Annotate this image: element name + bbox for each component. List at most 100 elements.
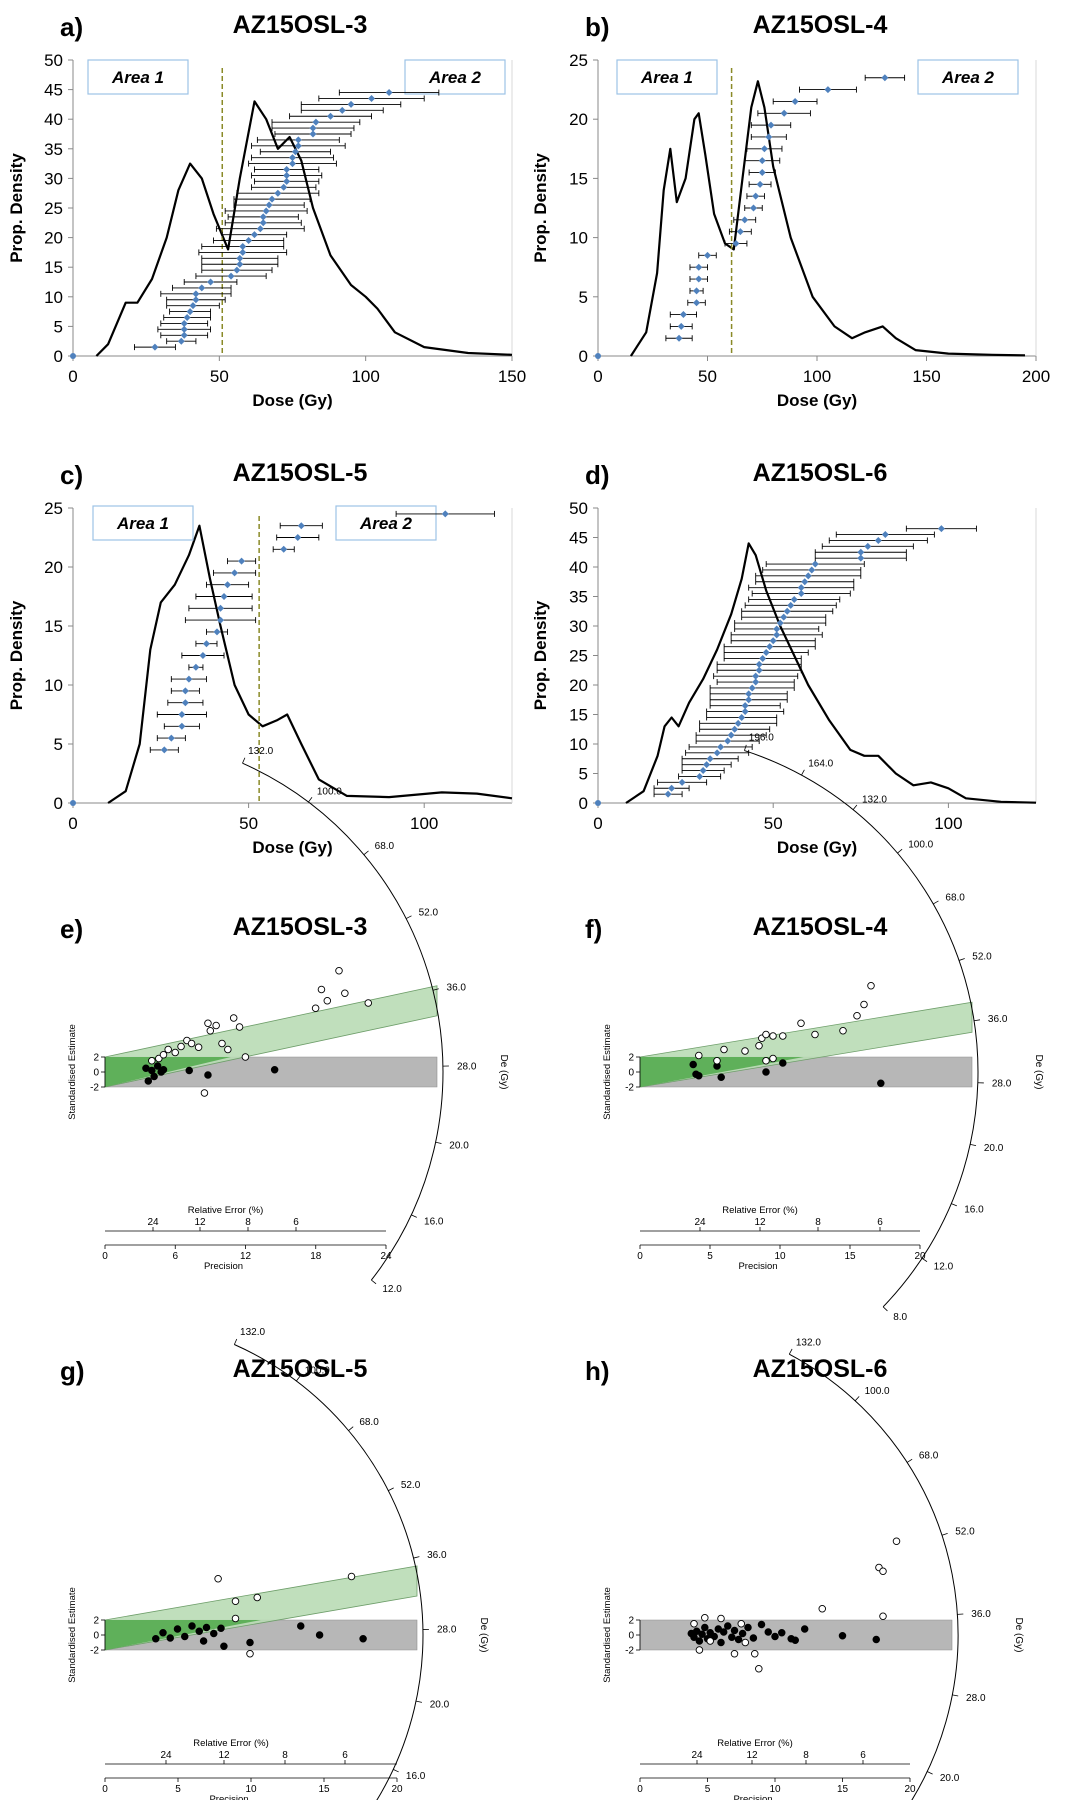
data-point bbox=[309, 124, 317, 132]
x-tick-label: 150 bbox=[498, 367, 526, 386]
open-point bbox=[159, 1050, 168, 1059]
y-tick-label: 15 bbox=[44, 617, 63, 636]
dose-arc bbox=[242, 762, 444, 1281]
open-point bbox=[818, 1604, 827, 1613]
precision-tick-label: 0 bbox=[102, 1251, 108, 1262]
precision-tick-label: 0 bbox=[637, 1784, 643, 1795]
open-point bbox=[755, 1664, 763, 1673]
arc-tick bbox=[974, 1019, 981, 1022]
arc-tick bbox=[393, 1769, 399, 1773]
x-tick-label: 100 bbox=[410, 814, 438, 833]
data-point bbox=[227, 272, 235, 280]
y-tick-label: 20 bbox=[569, 676, 588, 695]
x-tick-label: 100 bbox=[934, 814, 962, 833]
x-axis-label: Dose (Gy) bbox=[252, 391, 332, 410]
filled-point bbox=[217, 1624, 225, 1632]
arc-tick-label: 68.0 bbox=[945, 892, 965, 903]
data-point bbox=[724, 737, 732, 745]
open-point bbox=[853, 1012, 861, 1020]
filled-point bbox=[728, 1633, 736, 1641]
data-point bbox=[183, 314, 191, 322]
precision-label: Precision bbox=[209, 1794, 248, 1800]
data-point bbox=[338, 106, 346, 114]
filled-point bbox=[188, 1622, 196, 1630]
arc-tick bbox=[970, 1143, 977, 1147]
open-point bbox=[720, 1045, 728, 1054]
y-tick-label: 15 bbox=[569, 706, 588, 725]
data-point bbox=[217, 616, 225, 624]
data-point bbox=[207, 278, 215, 286]
open-point bbox=[341, 989, 349, 998]
y-tick-label: 30 bbox=[44, 169, 63, 188]
arc-tick bbox=[897, 848, 903, 854]
filled-point bbox=[157, 1068, 165, 1076]
y-tick-label: 50 bbox=[569, 499, 588, 518]
data-point bbox=[347, 100, 355, 108]
data-point bbox=[741, 216, 749, 224]
filled-point bbox=[695, 1071, 703, 1080]
precision-tick-label: 6 bbox=[172, 1251, 178, 1262]
relative-error-tick-label: 24 bbox=[691, 1750, 703, 1761]
arc-tick bbox=[744, 744, 747, 751]
x-axis-label: Dose (Gy) bbox=[777, 838, 857, 857]
arc-tick-label: 28.0 bbox=[966, 1693, 986, 1704]
y-tick-label: 10 bbox=[569, 229, 588, 248]
open-point bbox=[769, 1054, 777, 1063]
data-point bbox=[881, 74, 889, 82]
data-point bbox=[178, 722, 186, 730]
filled-point bbox=[209, 1629, 218, 1638]
data-point bbox=[294, 534, 302, 541]
y-axis-label: Standardised Estimate bbox=[67, 1587, 78, 1683]
filled-point bbox=[173, 1625, 182, 1633]
data-point bbox=[233, 266, 241, 274]
data-point bbox=[699, 767, 707, 775]
y-tick-label: 0 bbox=[54, 347, 63, 366]
filled-point bbox=[738, 1629, 747, 1638]
filled-point bbox=[778, 1628, 786, 1637]
data-point bbox=[312, 118, 320, 126]
data-point bbox=[703, 761, 711, 769]
arc-axis-label: De (Gy) bbox=[1033, 1055, 1044, 1090]
data-point bbox=[192, 296, 200, 304]
relative-error-tick-label: 6 bbox=[860, 1750, 866, 1761]
x-tick-label: 100 bbox=[803, 367, 831, 386]
filled-point bbox=[877, 1079, 885, 1087]
arc-tick-label: 132.0 bbox=[796, 1337, 821, 1348]
y-axis-label: Prop. Density bbox=[7, 600, 26, 710]
arc-tick-label: 16.0 bbox=[424, 1216, 444, 1227]
filled-point bbox=[150, 1072, 158, 1081]
x-axis-label: Dose (Gy) bbox=[777, 391, 857, 410]
open-point bbox=[839, 1026, 847, 1035]
arc-tick-label: 132.0 bbox=[248, 746, 273, 757]
filled-point bbox=[220, 1642, 228, 1650]
data-point bbox=[741, 702, 749, 710]
data-point bbox=[824, 86, 832, 94]
area-label-box bbox=[92, 505, 194, 541]
y-axis-label: Standardised Estimate bbox=[602, 1024, 613, 1120]
open-point bbox=[164, 1045, 172, 1054]
data-point bbox=[178, 711, 186, 718]
data-point bbox=[765, 133, 773, 141]
open-point bbox=[751, 1649, 759, 1658]
relative-error-tick-label: 12 bbox=[218, 1750, 230, 1761]
y-axis-label: Prop. Density bbox=[531, 600, 550, 710]
arc-tick bbox=[415, 1700, 423, 1703]
arc-tick bbox=[927, 1771, 933, 1775]
filled-point bbox=[719, 1628, 728, 1636]
precision-tick-label: 10 bbox=[769, 1784, 781, 1795]
filled-point bbox=[701, 1623, 709, 1632]
density-curve bbox=[95, 100, 513, 357]
y-tick-label: 10 bbox=[44, 288, 63, 307]
arc-tick-label: 28.0 bbox=[437, 1625, 457, 1636]
arc-tick bbox=[405, 915, 412, 919]
open-point bbox=[737, 1619, 746, 1628]
data-point bbox=[766, 643, 774, 651]
origin-point bbox=[595, 353, 601, 359]
density-curve bbox=[629, 80, 1026, 357]
arc-tick bbox=[432, 988, 439, 991]
precision-tick-label: 10 bbox=[774, 1251, 786, 1262]
filled-point bbox=[144, 1077, 153, 1085]
data-point bbox=[857, 548, 865, 556]
precision-tick-label: 5 bbox=[707, 1251, 713, 1262]
dose-arc bbox=[789, 1353, 959, 1800]
